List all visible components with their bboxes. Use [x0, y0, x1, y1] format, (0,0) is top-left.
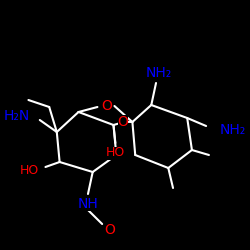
Text: O: O [104, 223, 115, 237]
Text: HO: HO [106, 146, 125, 160]
Text: NH₂: NH₂ [219, 123, 246, 137]
Text: O: O [102, 99, 112, 113]
Text: O: O [118, 114, 128, 128]
Text: HO: HO [20, 164, 39, 176]
Text: NH₂: NH₂ [146, 66, 172, 80]
Text: NH: NH [78, 197, 98, 211]
Text: H₂N: H₂N [4, 109, 30, 123]
